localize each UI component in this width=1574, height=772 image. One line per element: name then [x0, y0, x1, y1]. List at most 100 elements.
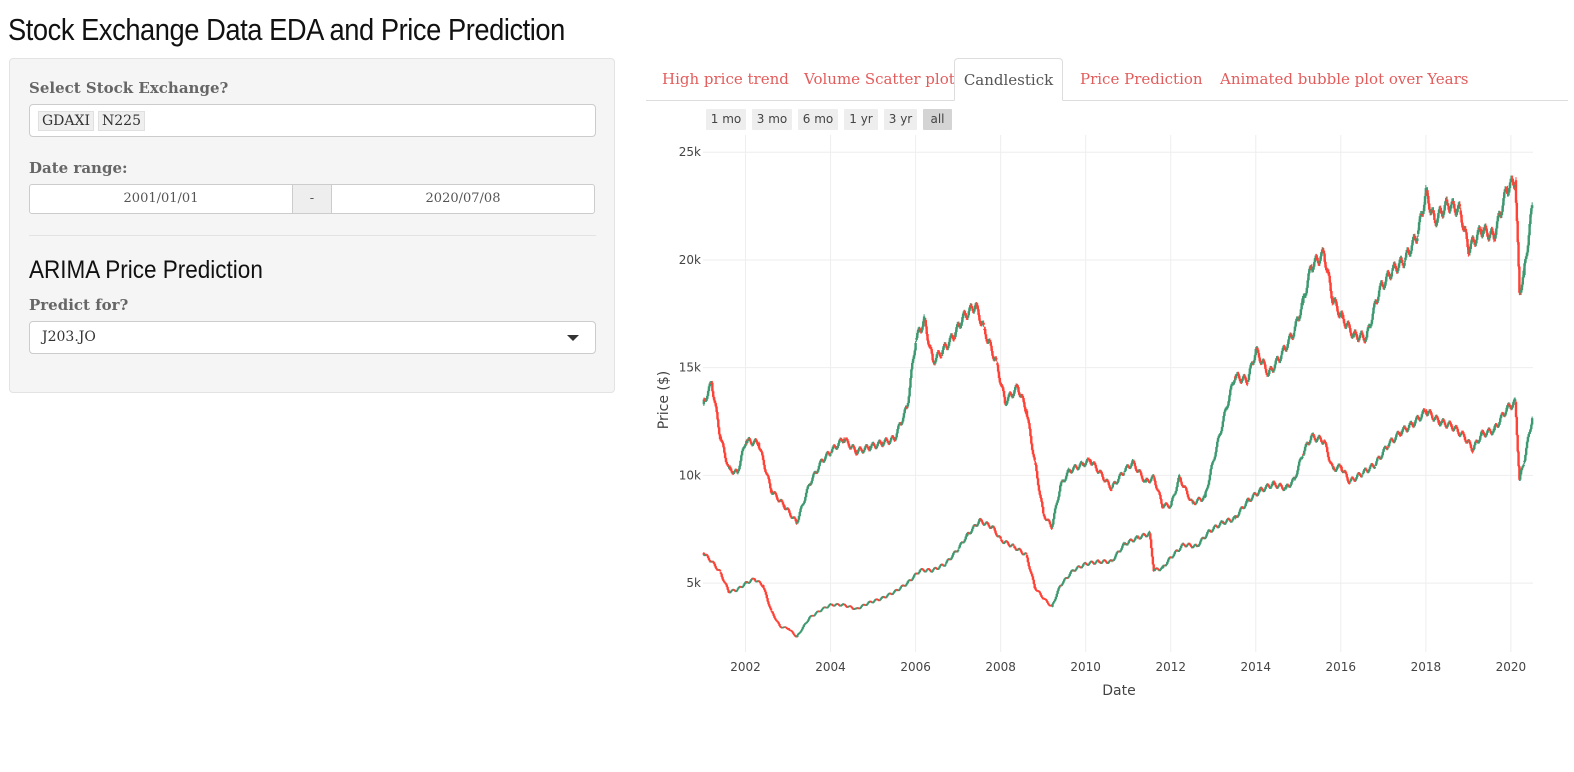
candlestick-chart[interactable]: 5k 10k 15k 20k 25k 2002 2004 2006 2008 2010 2012 20… [646, 135, 1566, 705]
candle-body [1275, 358, 1278, 361]
candle-body [955, 327, 958, 333]
candle-body [930, 571, 934, 573]
tab-candlestick[interactable]: Candlestick [954, 58, 1063, 101]
candle-body [1005, 541, 1009, 543]
candle-body [1220, 520, 1223, 523]
range-button-6mo[interactable]: 6 mo [798, 109, 838, 130]
candle-body [825, 607, 829, 609]
candle-body [1224, 408, 1228, 410]
candle-body [1158, 570, 1161, 572]
candle-body [1264, 364, 1267, 369]
candle-body [1525, 441, 1529, 449]
candle-body [757, 580, 761, 582]
candle-body [924, 571, 927, 573]
candle-body [791, 631, 794, 633]
candle-body [1002, 390, 1006, 397]
candle-body [1132, 460, 1136, 464]
date-start-input[interactable]: 2001/01/01 [123, 191, 199, 206]
candle-body [1094, 561, 1098, 563]
exchange-multiselect[interactable]: GDAXI N225 [29, 104, 596, 137]
candle-body [1301, 456, 1304, 458]
candle-body [932, 361, 935, 363]
candle-body [1230, 520, 1234, 522]
selected-exchange-chip[interactable]: GDAXI [38, 110, 95, 131]
candle-body [967, 311, 970, 316]
candle-body [1289, 334, 1293, 336]
candle-body [1206, 484, 1210, 488]
range-button-3mo[interactable]: 3 mo [752, 109, 792, 130]
candle-body [987, 524, 991, 527]
candle-body [988, 340, 992, 343]
candle-body [997, 371, 1001, 378]
candle-body [1001, 387, 1005, 391]
tab-price-prediction[interactable]: Price Prediction [1080, 70, 1203, 88]
candle-body [1064, 479, 1067, 481]
candle-body [1053, 513, 1056, 519]
candle-body [1075, 567, 1079, 569]
candle-body [1295, 474, 1298, 477]
date-end-input[interactable]: 2020/07/08 [425, 191, 501, 206]
candle-body [1445, 426, 1448, 429]
candle-body [904, 585, 907, 587]
range-button-1mo[interactable]: 1 mo [706, 109, 746, 130]
candle-body [871, 602, 875, 604]
candle-body [1369, 326, 1372, 328]
candle-body [1372, 465, 1375, 467]
tab-high-price-trend[interactable]: High price trend [662, 70, 789, 88]
candle-body [1003, 396, 1007, 404]
candle-body [925, 569, 929, 571]
candle-body [1095, 468, 1098, 472]
candle-body [1258, 490, 1261, 493]
candle-body [1211, 462, 1214, 465]
candle-body [1313, 437, 1317, 441]
range-button-3yr[interactable]: 3 yr [884, 109, 917, 130]
tab-volume-scatter-plot[interactable]: Volume Scatter plot [804, 70, 955, 88]
candle-body [1417, 222, 1421, 231]
candle-body [958, 544, 962, 548]
candle-body [1519, 470, 1523, 475]
candle-body [992, 526, 996, 529]
candle-body [796, 522, 799, 524]
candle-body [1145, 535, 1149, 537]
candle-body [1184, 486, 1187, 489]
candle-body [873, 600, 876, 602]
candle-body [1447, 206, 1450, 210]
range-button-all[interactable]: all [923, 109, 952, 130]
candle-body [1440, 420, 1443, 424]
candle-body [848, 446, 851, 449]
candle-body [1054, 596, 1058, 600]
candle-body [1232, 382, 1235, 384]
candle-body [1286, 484, 1290, 486]
candle-body [1192, 545, 1196, 547]
candle-body [1497, 425, 1500, 427]
candle-body [1002, 542, 1006, 545]
candle-body [1241, 378, 1244, 381]
candle-body [905, 582, 909, 585]
candle-body [1041, 501, 1044, 507]
candle-body [1466, 441, 1469, 443]
predict-for-select[interactable]: J203.JO [29, 321, 596, 354]
candle-body [779, 626, 782, 628]
candle-body [1030, 443, 1034, 450]
candle-body [749, 441, 753, 444]
y-axis-title: Price ($) [656, 371, 672, 429]
candle-body [1156, 568, 1160, 570]
candle-body [995, 533, 998, 536]
candle-body [713, 563, 717, 567]
candle-body [938, 352, 941, 355]
candle-body [1320, 252, 1323, 257]
candle-body [1206, 487, 1209, 490]
candle-body [1107, 482, 1111, 486]
candle-body [1437, 213, 1440, 219]
candle-body [1034, 462, 1037, 465]
candle-body [802, 503, 805, 505]
selected-exchange-chip[interactable]: N225 [98, 110, 145, 131]
candle-body [1478, 439, 1481, 442]
candle-body [1476, 230, 1480, 235]
tab-animated-bubble-plot[interactable]: Animated bubble plot over Years [1220, 70, 1469, 88]
candle-body [1007, 394, 1011, 398]
candle-body [1335, 301, 1338, 307]
range-button-1yr[interactable]: 1 yr [844, 109, 878, 130]
candle-body [985, 339, 989, 342]
candle-body [1313, 262, 1316, 267]
